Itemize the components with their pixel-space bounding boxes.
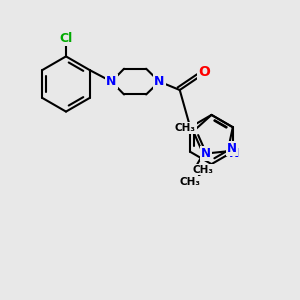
Text: N: N (229, 147, 239, 160)
Text: Cl: Cl (59, 32, 73, 46)
Text: CH₃: CH₃ (193, 165, 214, 175)
Text: CH₃: CH₃ (180, 177, 201, 187)
Text: N: N (201, 147, 211, 160)
Text: CH₃: CH₃ (175, 123, 196, 133)
Text: O: O (198, 65, 210, 79)
Text: N: N (154, 75, 164, 88)
Text: N: N (227, 142, 237, 155)
Text: N: N (106, 75, 117, 88)
